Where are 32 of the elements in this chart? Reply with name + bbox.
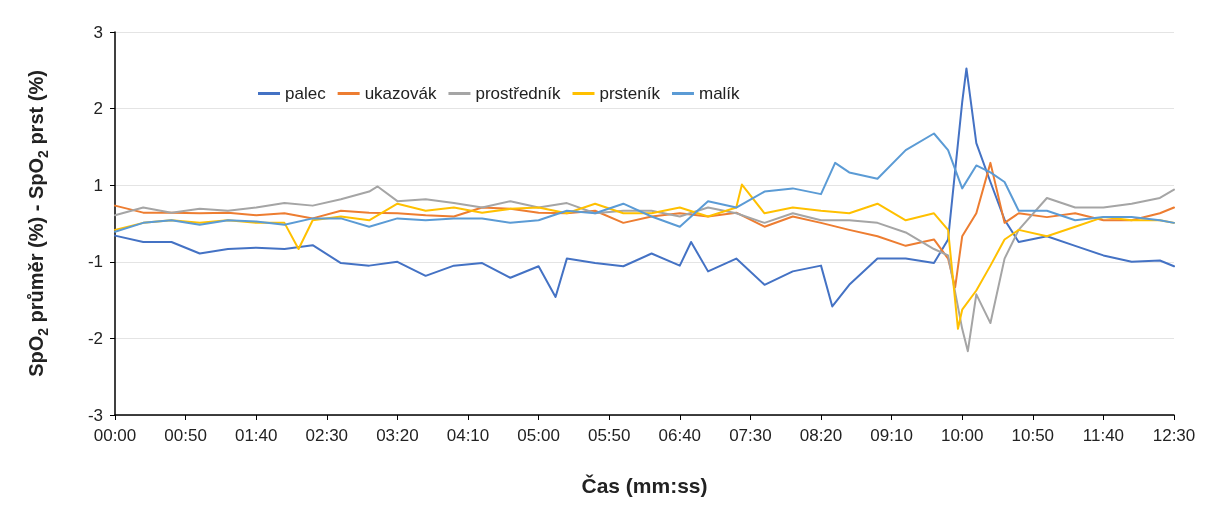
- y-tick-label: -1: [87, 252, 103, 272]
- y-tick-label: 2: [93, 99, 103, 119]
- x-tick-label: 10:00: [940, 426, 984, 445]
- legend-label: malík: [698, 84, 741, 103]
- line-series: [114, 161, 1175, 289]
- x-tick-label: 08:20: [799, 426, 843, 445]
- x-tick-label: 12:30: [1152, 426, 1196, 445]
- y-tick-label: 3: [93, 22, 103, 42]
- x-tick-label: 05:00: [517, 426, 560, 445]
- x-tick-label: 10:50: [1011, 426, 1055, 445]
- y-tick-label: -2: [87, 328, 103, 348]
- x-tick-label: 01:40: [234, 426, 278, 445]
- x-tick-label: 04:10: [446, 426, 490, 445]
- line-series: [114, 67, 1175, 308]
- y-tick-label: -3: [87, 405, 103, 425]
- y-tick-label: 1: [93, 175, 103, 195]
- legend-label: prostředník: [475, 84, 561, 103]
- line-series: [114, 132, 1175, 233]
- x-tick-label: 00:00: [93, 426, 137, 445]
- legend-label: palec: [285, 84, 327, 103]
- x-tick-label: 09:10: [870, 426, 913, 445]
- x-tick-label: 05:50: [587, 426, 631, 445]
- x-axis-title: Čas (mm:ss): [581, 474, 708, 497]
- x-tick-label: 02:30: [305, 426, 349, 445]
- y-axis-title: SpO2 průměr (%) - SpO2 prst (%): [25, 70, 51, 377]
- x-tick-label: 11:40: [1082, 426, 1125, 445]
- legend-label: ukazovák: [364, 84, 437, 103]
- x-tick-label: 07:30: [729, 426, 772, 445]
- legend-label: prsteník: [599, 84, 661, 103]
- x-tick-label: 06:40: [658, 426, 702, 445]
- x-tick-label: 00:50: [164, 426, 207, 445]
- x-tick-label: 03:20: [376, 426, 419, 445]
